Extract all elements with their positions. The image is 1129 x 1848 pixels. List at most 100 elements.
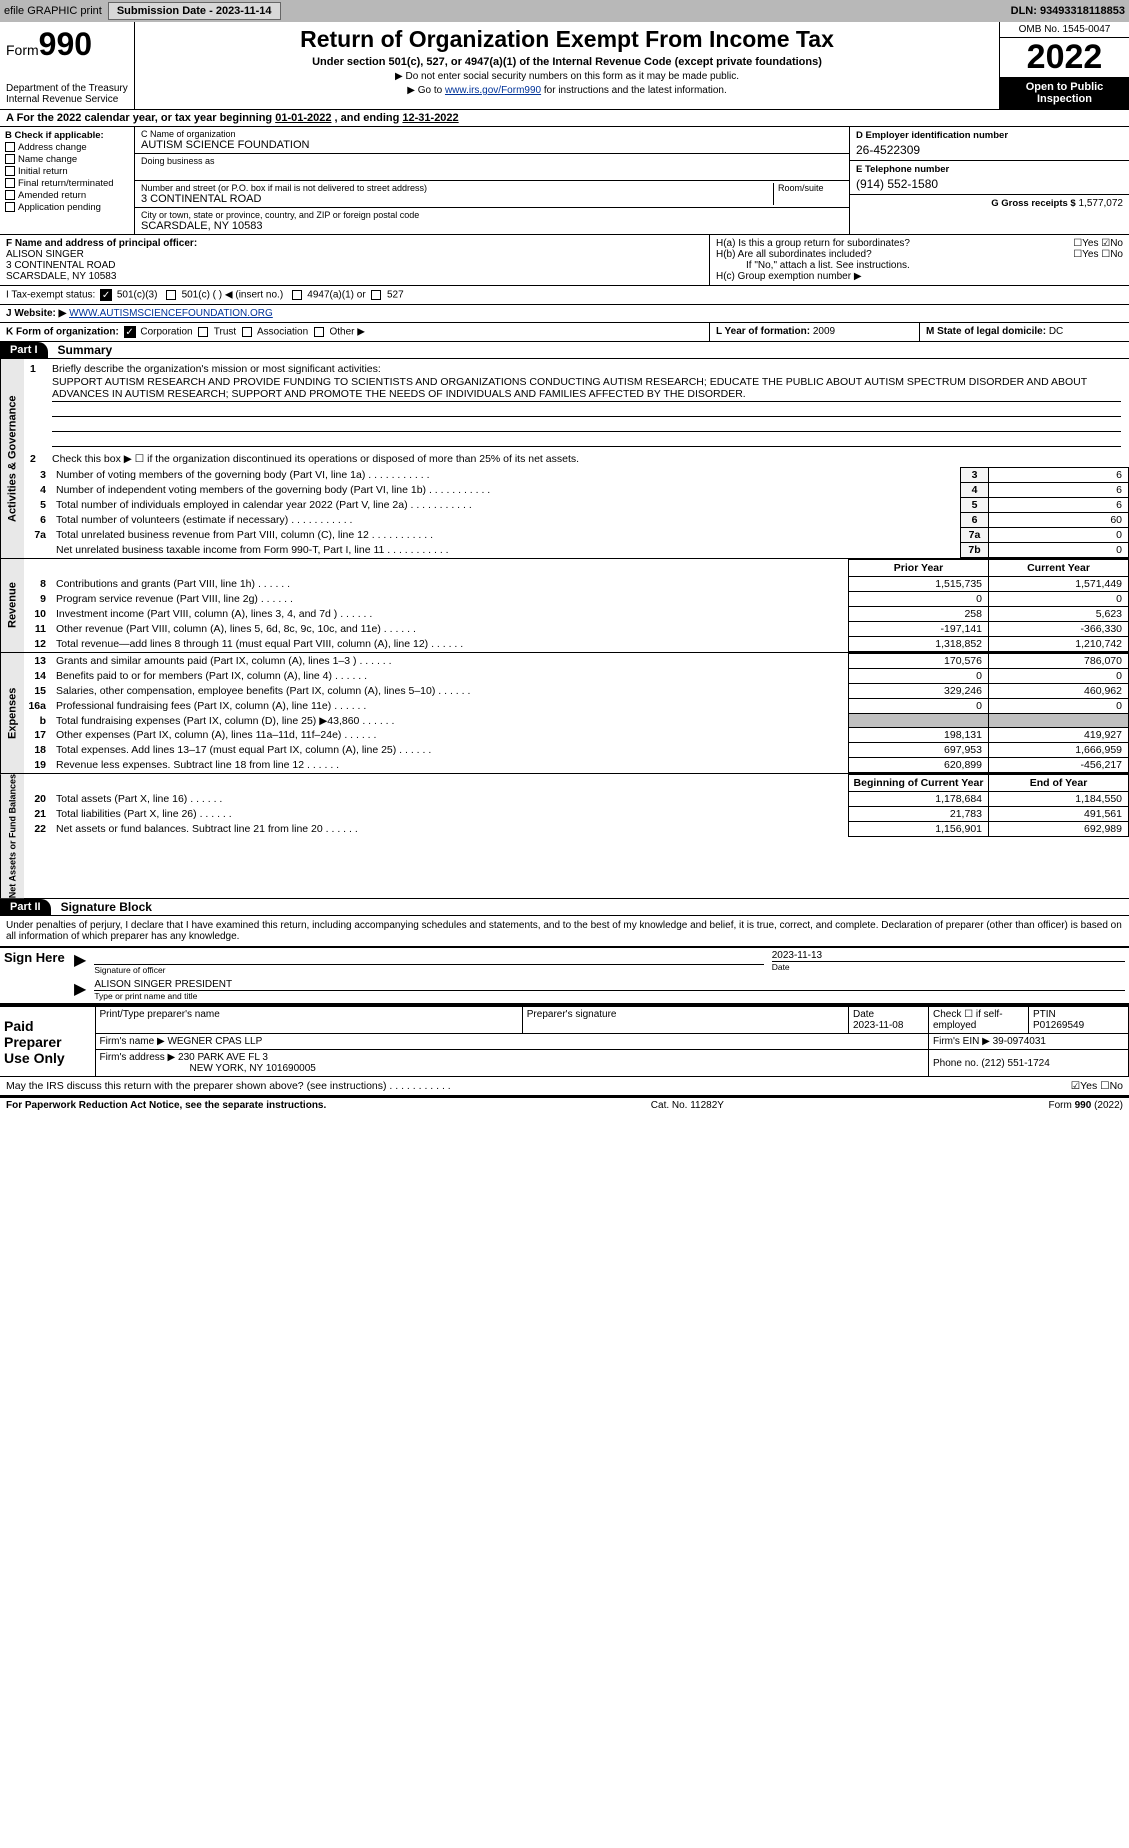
netassets-table: Beginning of Current Year End of Year 20… xyxy=(24,774,1129,837)
table-row: 12Total revenue—add lines 8 through 11 (… xyxy=(24,637,1129,652)
paid-preparer-label: Paid Preparer Use Only xyxy=(0,1006,95,1077)
table-row: 11Other revenue (Part VIII, column (A), … xyxy=(24,622,1129,637)
info-grid: B Check if applicable: Address change Na… xyxy=(0,127,1129,235)
dept-label: Department of the Treasury xyxy=(6,83,128,94)
city-label: City or town, state or province, country… xyxy=(141,210,843,220)
vtab-expenses: Expenses xyxy=(0,653,24,773)
submission-date-button[interactable]: Submission Date - 2023-11-14 xyxy=(108,2,281,20)
room-label: Room/suite xyxy=(778,183,843,193)
firm-addr2: NEW YORK, NY 101690005 xyxy=(100,1063,316,1074)
footer-left: For Paperwork Reduction Act Notice, see … xyxy=(6,1100,326,1111)
box-c: C Name of organization AUTISM SCIENCE FO… xyxy=(135,127,849,234)
vtab-netassets: Net Assets or Fund Balances xyxy=(0,774,24,898)
table-row: 4Number of independent voting members of… xyxy=(24,483,1129,498)
expenses-section: Expenses 13Grants and similar amounts pa… xyxy=(0,653,1129,774)
chk-final[interactable]: Final return/terminated xyxy=(5,178,129,189)
period-begin: 01-01-2022 xyxy=(275,112,331,124)
open-inspection: Open to Public Inspection xyxy=(1000,77,1129,109)
box-d-e-g: D Employer identification number 26-4522… xyxy=(849,127,1129,234)
expenses-table: 13Grants and similar amounts paid (Part … xyxy=(24,653,1129,773)
firm-phone: (212) 551-1724 xyxy=(981,1058,1049,1069)
vtab-activities: Activities & Governance xyxy=(0,359,24,558)
firm-ein-label: Firm's EIN ▶ xyxy=(933,1036,990,1047)
f-addr2: SCARSDALE, NY 10583 xyxy=(6,271,703,282)
net-header: Beginning of Current Year End of Year xyxy=(24,775,1129,792)
self-employed-check[interactable]: Check ☐ if self-employed xyxy=(929,1006,1029,1034)
form-number: Form990 xyxy=(6,26,128,63)
chk-527[interactable] xyxy=(371,290,381,300)
chk-amended[interactable]: Amended return xyxy=(5,190,129,201)
header-right: OMB No. 1545-0047 2022 Open to Public In… xyxy=(999,22,1129,109)
year-formation: 2009 xyxy=(813,326,835,337)
table-row: 18Total expenses. Add lines 13–17 (must … xyxy=(24,743,1129,758)
irs-label: Internal Revenue Service xyxy=(6,94,128,105)
sig-officer-label: Signature of officer xyxy=(94,964,763,975)
arrow-icon: ▶ xyxy=(70,947,90,977)
chk-assoc[interactable] xyxy=(242,327,252,337)
table-row: 8Contributions and grants (Part VIII, li… xyxy=(24,577,1129,592)
preparer-name-label: Print/Type preparer's name xyxy=(100,1009,518,1020)
f-h-row: F Name and address of principal officer:… xyxy=(0,235,1129,286)
box-l-m: L Year of formation: 2009 M State of leg… xyxy=(709,323,1129,341)
form-subtitle: Under section 501(c), 527, or 4947(a)(1)… xyxy=(145,56,989,68)
table-row: 17Other expenses (Part IX, column (A), l… xyxy=(24,728,1129,743)
table-row: 5Total number of individuals employed in… xyxy=(24,498,1129,513)
top-bar: efile GRAPHIC print Submission Date - 20… xyxy=(0,0,1129,22)
rev-header: Prior Year Current Year xyxy=(24,560,1129,577)
dba-label: Doing business as xyxy=(141,156,843,166)
box-b: B Check if applicable: Address change Na… xyxy=(0,127,135,234)
ha-ans[interactable]: ☐Yes ☑No xyxy=(1073,238,1123,249)
discuss-row: May the IRS discuss this return with the… xyxy=(0,1077,1129,1097)
form-header: Form990 Department of the Treasury Inter… xyxy=(0,22,1129,110)
box-k: K Form of organization: Corporation Trus… xyxy=(0,323,709,341)
footer: For Paperwork Reduction Act Notice, see … xyxy=(0,1097,1129,1113)
phone-label: E Telephone number xyxy=(856,164,1123,175)
chk-4947[interactable] xyxy=(292,290,302,300)
line-2: 2 Check this box ▶ ☐ if the organization… xyxy=(24,449,1129,467)
i-label: I Tax-exempt status: xyxy=(6,290,95,301)
footer-right: Form 990 (2022) xyxy=(1049,1100,1124,1111)
footer-mid: Cat. No. 11282Y xyxy=(326,1100,1048,1111)
chk-corp[interactable] xyxy=(124,326,136,338)
website-link[interactable]: WWW.AUTISMSCIENCEFOUNDATION.ORG xyxy=(69,308,273,319)
table-row: 22Net assets or fund balances. Subtract … xyxy=(24,822,1129,837)
chk-501c[interactable] xyxy=(166,290,176,300)
table-row: 16aProfessional fundraising fees (Part I… xyxy=(24,699,1129,714)
firm-ein: 39-0974031 xyxy=(993,1036,1046,1047)
addr-label: Number and street (or P.O. box if mail i… xyxy=(141,183,773,193)
chk-other[interactable] xyxy=(314,327,324,337)
f-name: ALISON SINGER xyxy=(6,249,703,260)
preparer-date: 2023-11-08 xyxy=(853,1020,924,1031)
line-1: 1 Briefly describe the organization's mi… xyxy=(24,359,1129,449)
table-row: Net unrelated business taxable income fr… xyxy=(24,543,1129,558)
chk-trust[interactable] xyxy=(198,327,208,337)
chk-name[interactable]: Name change xyxy=(5,154,129,165)
sign-here: Sign Here xyxy=(0,947,70,1004)
ein-value: 26-4522309 xyxy=(856,143,1123,157)
table-row: 9Program service revenue (Part VIII, lin… xyxy=(24,592,1129,607)
chk-pending[interactable]: Application pending xyxy=(5,202,129,213)
chk-501c3[interactable] xyxy=(100,289,112,301)
end-year-header: End of Year xyxy=(989,775,1129,792)
j-row: J Website: ▶ WWW.AUTISMSCIENCEFOUNDATION… xyxy=(0,305,1129,323)
chk-initial[interactable]: Initial return xyxy=(5,166,129,177)
sig-name-label: Type or print name and title xyxy=(94,990,1125,1001)
declaration: Under penalties of perjury, I declare th… xyxy=(0,916,1129,946)
irs-link[interactable]: www.irs.gov/Form990 xyxy=(445,85,541,96)
f-addr1: 3 CONTINENTAL ROAD xyxy=(6,260,703,271)
ptin-value: P01269549 xyxy=(1033,1020,1124,1031)
phone-value: (914) 552-1580 xyxy=(856,177,1123,191)
chk-address[interactable]: Address change xyxy=(5,142,129,153)
box-f: F Name and address of principal officer:… xyxy=(0,235,709,285)
efile-label: efile GRAPHIC print xyxy=(4,5,102,17)
table-row: 19Revenue less expenses. Subtract line 1… xyxy=(24,758,1129,773)
dln-label: DLN: 93493318118853 xyxy=(1011,5,1125,17)
discuss-answer[interactable]: ☑Yes ☐No xyxy=(1071,1080,1123,1092)
org-name-label: C Name of organization xyxy=(141,129,843,139)
firm-addr1: 230 PARK AVE FL 3 xyxy=(178,1052,268,1063)
preparer-sig-label: Preparer's signature xyxy=(527,1009,844,1020)
current-year-header: Current Year xyxy=(989,560,1129,577)
netassets-section: Net Assets or Fund Balances Beginning of… xyxy=(0,774,1129,899)
hb-ans[interactable]: ☐Yes ☐No xyxy=(1073,249,1123,260)
firm-addr-label: Firm's address ▶ xyxy=(100,1052,176,1063)
